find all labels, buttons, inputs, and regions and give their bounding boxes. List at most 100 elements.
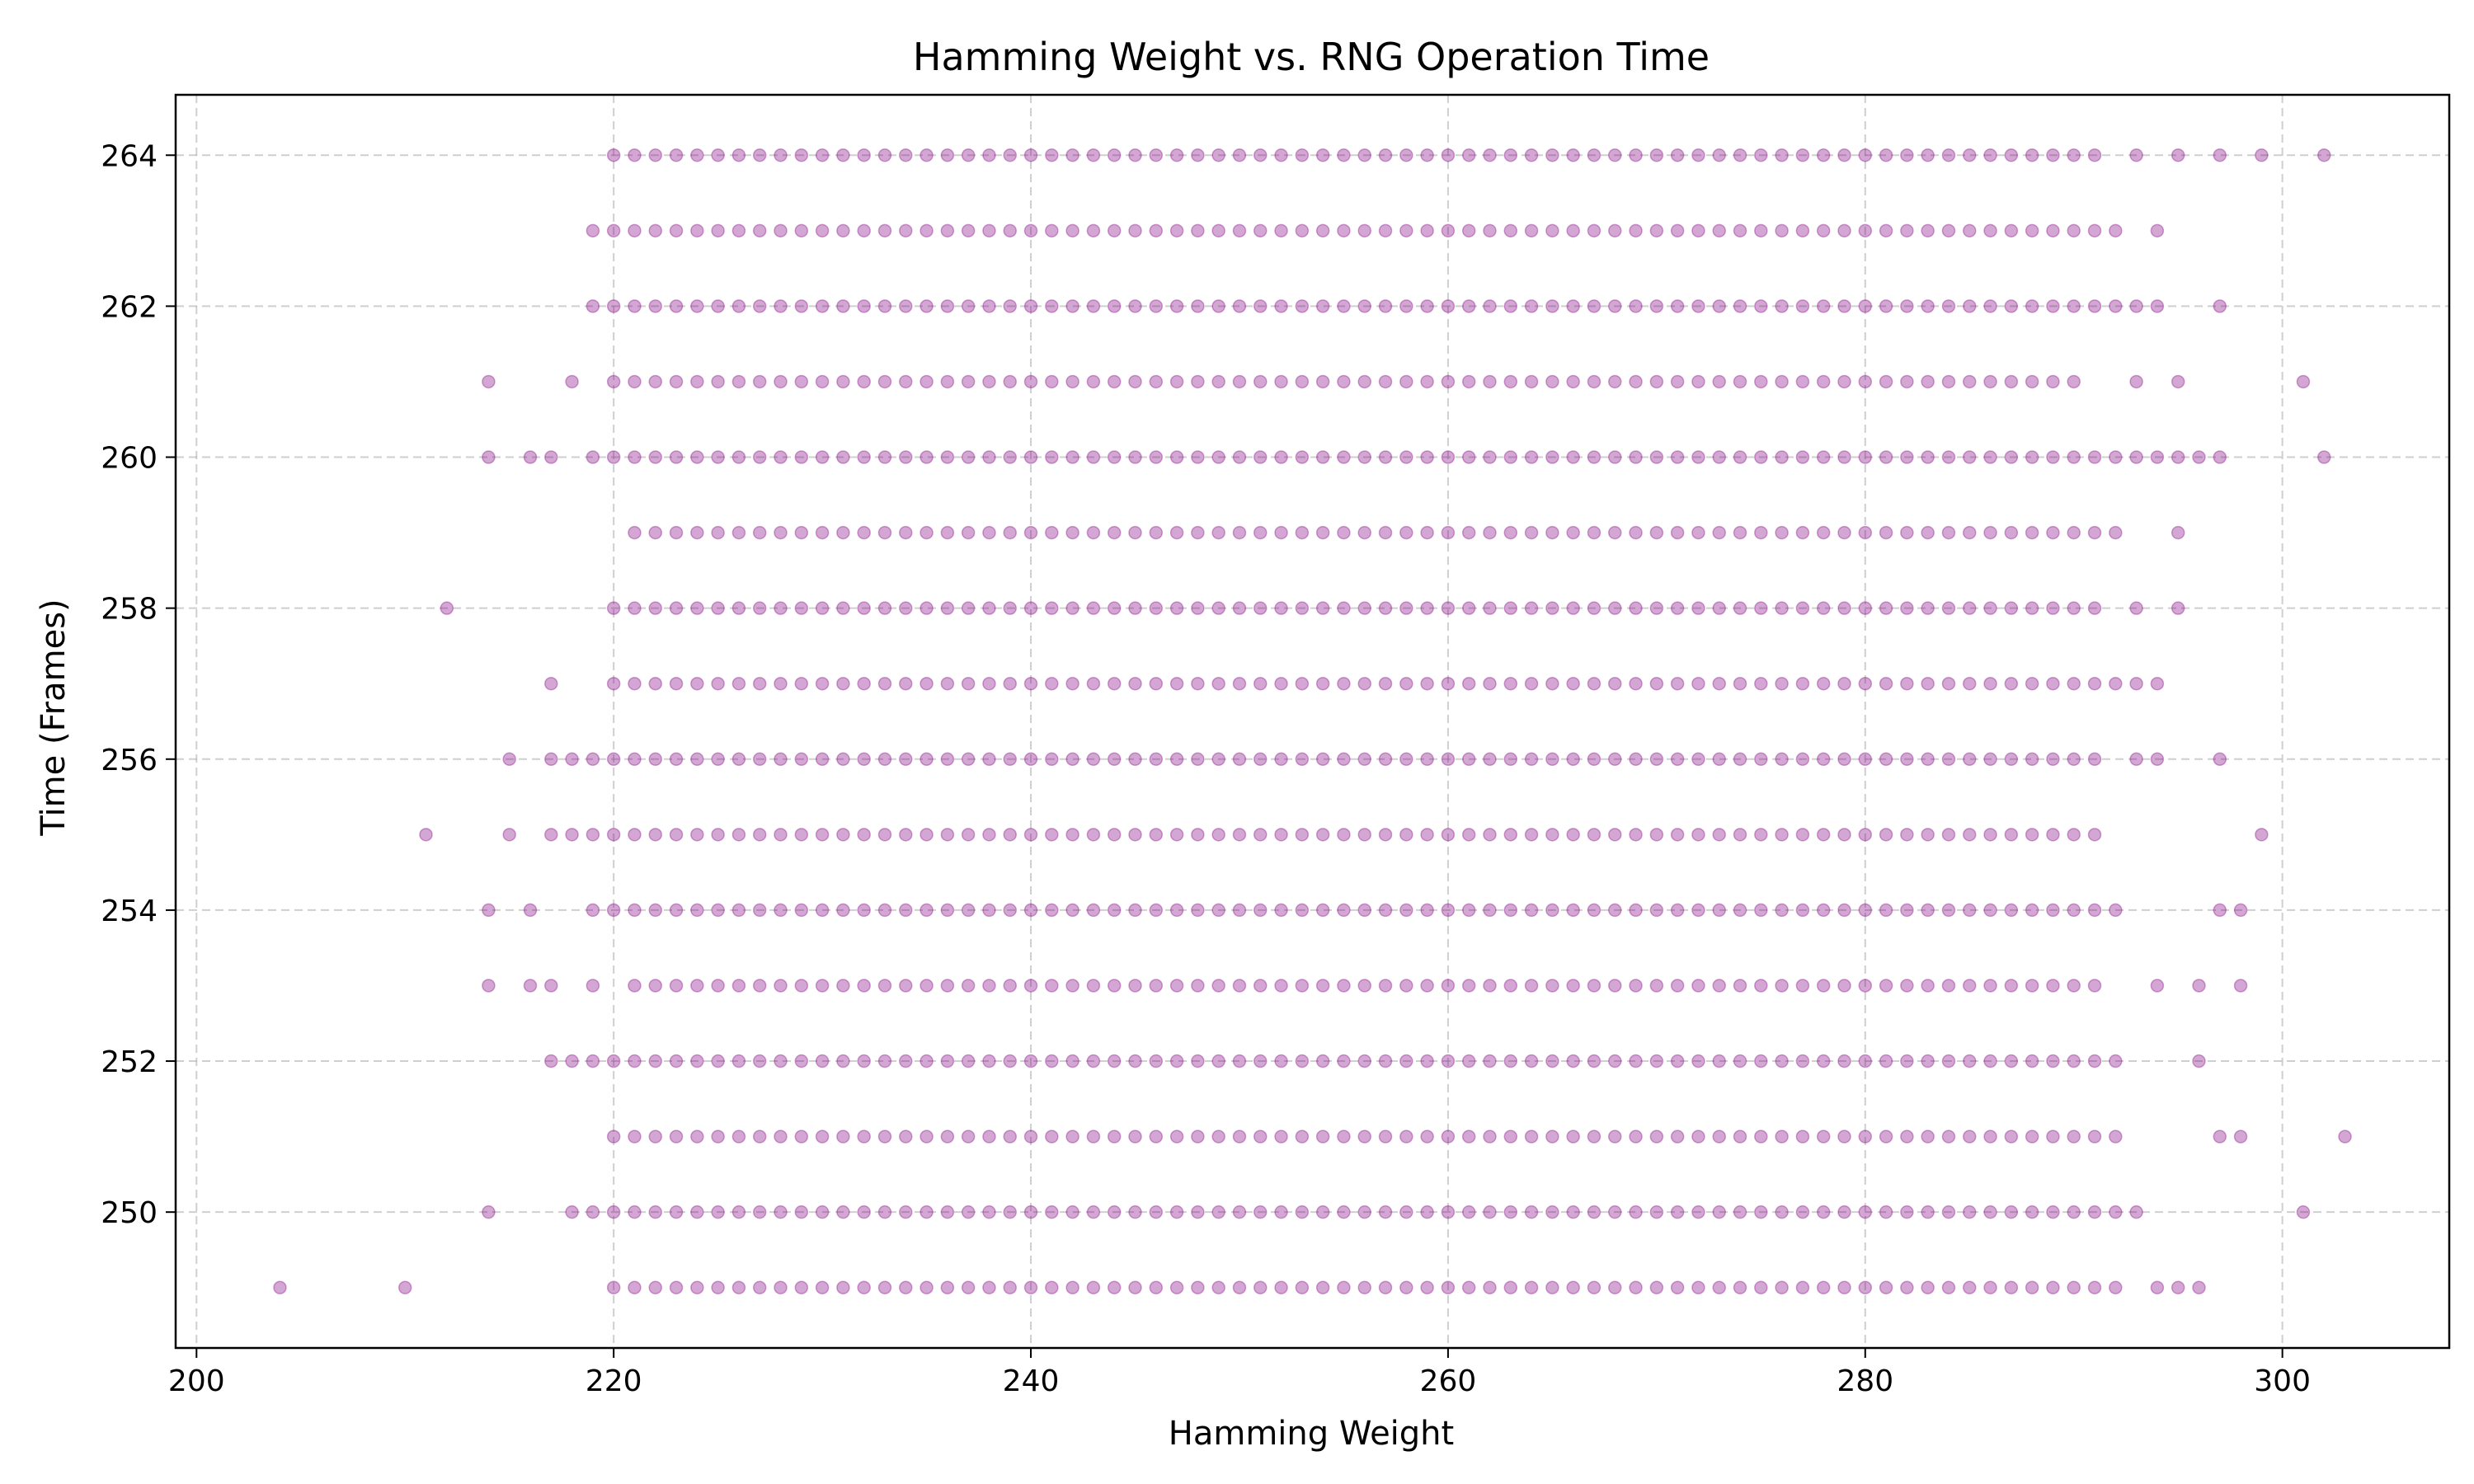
scatter-point xyxy=(920,1280,934,1294)
scatter-point xyxy=(1253,752,1268,767)
scatter-point xyxy=(1357,676,1371,691)
scatter-point xyxy=(1107,1054,1122,1068)
scatter-point xyxy=(2129,1205,2143,1219)
scatter-point xyxy=(836,1205,850,1219)
scatter-point xyxy=(1962,525,1977,540)
scatter-point xyxy=(1921,525,1935,540)
scatter-point xyxy=(1733,525,1747,540)
scatter-point xyxy=(940,299,955,313)
scatter-point xyxy=(1775,1129,1789,1144)
scatter-point xyxy=(961,1280,976,1294)
scatter-point xyxy=(1003,1205,1017,1219)
scatter-point xyxy=(1003,752,1017,767)
scatter-point xyxy=(836,903,850,918)
scatter-point xyxy=(1357,979,1371,993)
scatter-point xyxy=(1816,223,1831,238)
scatter-point xyxy=(606,676,621,691)
scatter-point xyxy=(1941,223,1956,238)
scatter-point xyxy=(836,979,850,993)
scatter-point xyxy=(1670,299,1685,313)
scatter-point xyxy=(1816,601,1831,615)
scatter-point xyxy=(2213,299,2227,313)
scatter-point xyxy=(2296,374,2311,389)
scatter-point xyxy=(1065,1129,1079,1144)
scatter-point xyxy=(1962,1054,1977,1068)
scatter-point xyxy=(1629,223,1643,238)
scatter-point xyxy=(2109,1054,2123,1068)
scatter-point xyxy=(1775,601,1789,615)
scatter-point xyxy=(1900,1129,1914,1144)
scatter-point xyxy=(1524,676,1539,691)
scatter-point xyxy=(794,676,809,691)
scatter-point xyxy=(1378,299,1393,313)
scatter-point xyxy=(1399,223,1413,238)
scatter-point xyxy=(1149,148,1164,162)
scatter-point xyxy=(1608,1205,1622,1219)
scatter-point xyxy=(1315,979,1330,993)
scatter-point xyxy=(1941,1054,1956,1068)
scatter-point xyxy=(2109,450,2123,464)
scatter-point xyxy=(1045,1054,1059,1068)
scatter-point xyxy=(2087,525,2102,540)
scatter-point xyxy=(752,223,767,238)
scatter-point xyxy=(1441,1129,1456,1144)
scatter-point xyxy=(1837,828,1851,842)
scatter-point xyxy=(1837,450,1851,464)
scatter-point xyxy=(1274,450,1288,464)
scatter-point xyxy=(1107,450,1122,464)
scatter-point xyxy=(2087,903,2102,918)
scatter-point xyxy=(1837,374,1851,389)
scatter-point xyxy=(1754,979,1768,993)
scatter-point xyxy=(1107,299,1122,313)
scatter-point xyxy=(899,828,913,842)
scatter-point xyxy=(2046,299,2060,313)
scatter-point xyxy=(711,223,725,238)
scatter-point xyxy=(1670,1054,1685,1068)
scatter-point xyxy=(2067,374,2081,389)
scatter-point xyxy=(1941,1280,1956,1294)
scatter-point xyxy=(857,148,871,162)
scatter-point xyxy=(1295,450,1310,464)
scatter-point xyxy=(1775,148,1789,162)
scatter-point xyxy=(1149,374,1164,389)
scatter-point xyxy=(1378,1280,1393,1294)
scatter-point xyxy=(774,1280,788,1294)
scatter-point xyxy=(1483,1129,1497,1144)
scatter-point xyxy=(606,752,621,767)
scatter-point xyxy=(1566,1054,1580,1068)
scatter-point xyxy=(1879,903,1893,918)
scatter-point xyxy=(752,374,767,389)
scatter-point xyxy=(1065,903,1079,918)
scatter-point xyxy=(1858,374,1873,389)
scatter-point xyxy=(2087,1129,2102,1144)
scatter-point xyxy=(1712,601,1726,615)
scatter-point xyxy=(1566,223,1580,238)
scatter-point xyxy=(1545,1129,1559,1144)
scatter-point xyxy=(1441,1280,1456,1294)
scatter-point xyxy=(1483,1205,1497,1219)
scatter-point xyxy=(877,299,892,313)
scatter-point xyxy=(1503,148,1518,162)
scatter-point xyxy=(1211,979,1225,993)
scatter-point xyxy=(1295,979,1310,993)
scatter-point xyxy=(1191,374,1205,389)
scatter-point xyxy=(1983,1280,1997,1294)
scatter-point xyxy=(669,374,684,389)
scatter-point xyxy=(1253,601,1268,615)
scatter-point xyxy=(1691,903,1705,918)
scatter-point xyxy=(1691,601,1705,615)
scatter-point xyxy=(1962,374,1977,389)
scatter-point xyxy=(2046,374,2060,389)
scatter-point xyxy=(815,450,830,464)
scatter-point xyxy=(669,676,684,691)
scatter-point xyxy=(774,450,788,464)
scatter-point xyxy=(774,148,788,162)
scatter-point xyxy=(1357,828,1371,842)
scatter-point xyxy=(1962,979,1977,993)
scatter-point xyxy=(1169,374,1184,389)
scatter-point xyxy=(1587,1129,1602,1144)
scatter-point xyxy=(1921,1280,1935,1294)
scatter-point xyxy=(1670,676,1685,691)
scatter-point xyxy=(1712,828,1726,842)
scatter-point xyxy=(1608,1129,1622,1144)
